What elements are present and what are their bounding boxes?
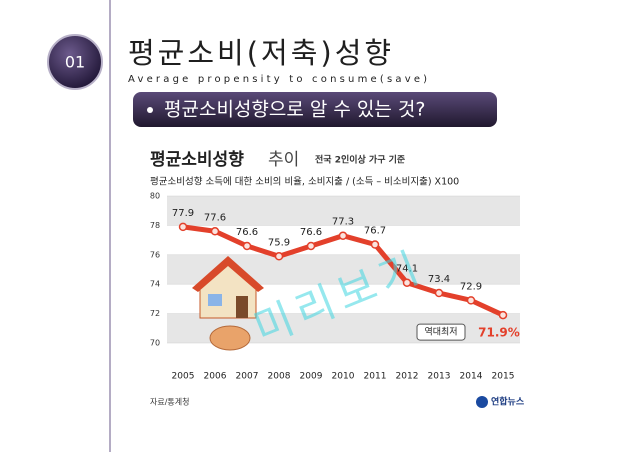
x-tick-label: 2009 — [300, 372, 323, 382]
x-tick-label: 2014 — [460, 372, 483, 382]
y-tick-label: 72 — [150, 309, 160, 318]
publisher: 연합뉴스 — [491, 396, 525, 408]
y-tick-label: 70 — [150, 339, 160, 348]
y-tick-label: 76 — [150, 250, 160, 259]
data-label: 75.9 — [268, 237, 290, 248]
data-label: 74.1 — [396, 264, 418, 275]
data-label: 77.3 — [332, 217, 354, 228]
x-tick-label: 2008 — [268, 372, 291, 382]
marker — [210, 227, 220, 236]
marker — [402, 278, 412, 287]
y-tick-label: 80 — [150, 192, 160, 201]
source: 자료/통계청 — [150, 397, 190, 407]
slide-subtitle: Average propensity to consume(save) — [128, 74, 430, 85]
marker — [338, 231, 348, 240]
bullet-dot — [147, 107, 153, 113]
annotation: 역대최저 — [424, 327, 457, 338]
bullet-bar — [133, 92, 497, 127]
data-label: 73.4 — [428, 274, 450, 285]
x-tick-label: 2006 — [204, 372, 227, 382]
slide-number: 01 — [65, 53, 85, 72]
marker — [306, 241, 316, 251]
marker — [434, 288, 444, 298]
bullet-text: 평균소비성향으로 알 수 있는 것? — [164, 99, 425, 121]
marker — [274, 252, 284, 261]
chart-description: 평균소비성향 소득에 대한 소비의 비율, 소비지출 / (소득 – 비소비지출… — [150, 176, 459, 188]
y-tick-label: 78 — [150, 221, 160, 230]
x-tick-label: 2007 — [236, 372, 259, 382]
number-badge — [47, 34, 103, 90]
x-tick-label: 2013 — [428, 372, 451, 382]
annotation-box — [416, 323, 466, 341]
marker — [178, 222, 188, 232]
slide-title: 평균소비(저축)성향 — [128, 36, 394, 70]
house-illustration — [192, 256, 264, 351]
data-label: 76.7 — [364, 226, 386, 237]
data-label: 77.9 — [172, 208, 194, 219]
chart-title: 평균소비성향 — [150, 149, 244, 170]
data-label: 71.9% — [478, 326, 520, 340]
marker — [466, 296, 476, 305]
chart-subtitle: 전국 2인이상 가구 기준 — [315, 154, 405, 166]
publisher-logo — [476, 396, 488, 408]
data-label: 76.6 — [236, 227, 258, 238]
band — [167, 196, 520, 226]
data-label: 76.6 — [300, 227, 322, 238]
y-tick-label: 74 — [150, 280, 160, 289]
x-tick-label: 2012 — [396, 372, 419, 382]
chart-title-suffix: 추이 — [268, 150, 299, 170]
marker — [370, 240, 380, 249]
marker — [242, 241, 252, 251]
x-tick-label: 2011 — [364, 372, 387, 382]
x-tick-label: 2005 — [172, 372, 195, 382]
x-tick-label: 2015 — [492, 372, 515, 382]
data-label: 72.9 — [460, 281, 482, 292]
x-tick-label: 2010 — [332, 372, 355, 382]
marker — [498, 310, 508, 320]
data-label: 77.6 — [204, 212, 226, 223]
